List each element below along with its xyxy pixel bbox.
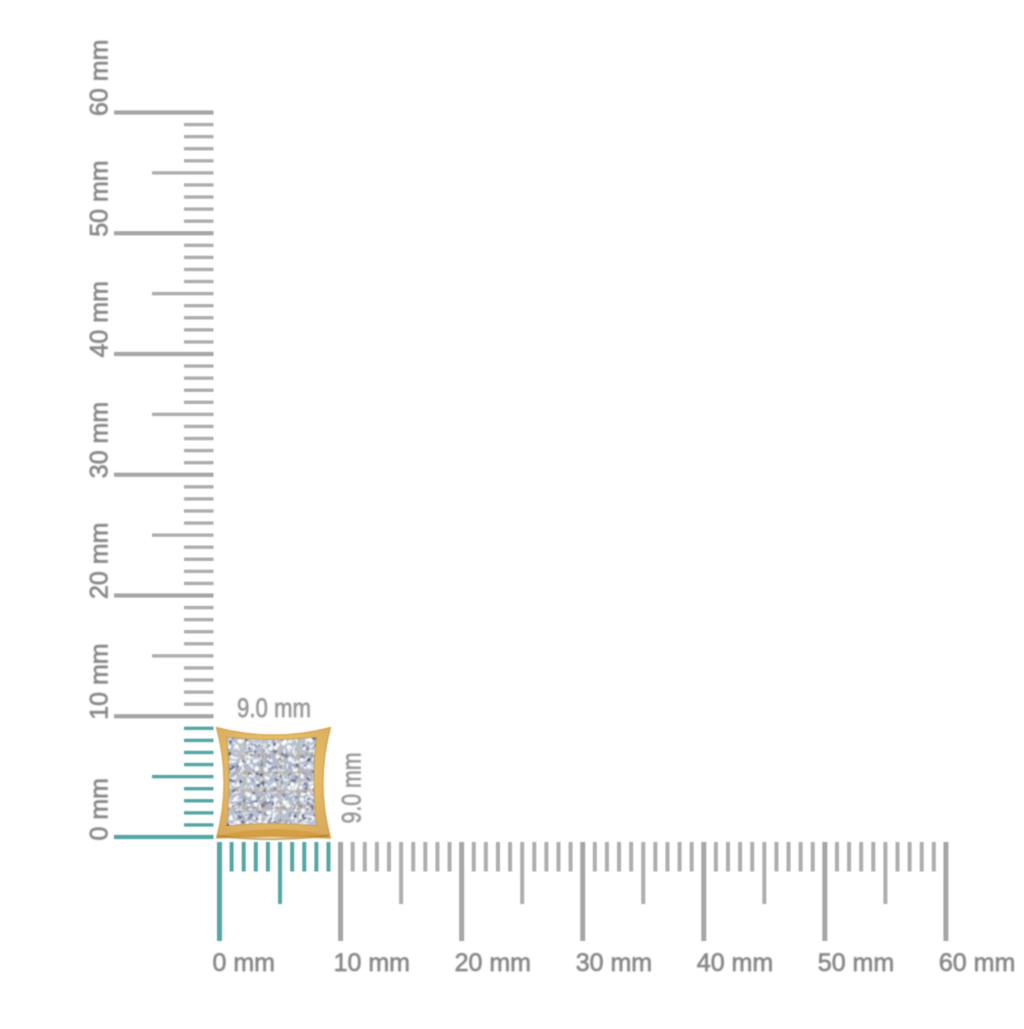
svg-text:50 mm: 50 mm [86,160,114,236]
svg-text:60 mm: 60 mm [86,40,114,116]
svg-text:50 mm: 50 mm [818,949,894,977]
svg-text:60 mm: 60 mm [939,949,1015,977]
svg-text:10 mm: 10 mm [334,949,410,977]
svg-text:9.0 mm: 9.0 mm [237,693,311,723]
svg-text:20 mm: 20 mm [86,523,114,599]
svg-text:9.0 mm: 9.0 mm [337,753,367,824]
svg-text:30 mm: 30 mm [86,402,114,478]
svg-text:40 mm: 40 mm [86,281,114,357]
svg-text:40 mm: 40 mm [697,949,773,977]
svg-text:10 mm: 10 mm [86,643,114,719]
svg-text:0 mm: 0 mm [86,778,114,841]
svg-text:0 mm: 0 mm [213,949,276,977]
svg-text:30 mm: 30 mm [576,949,652,977]
svg-text:20 mm: 20 mm [455,949,531,977]
